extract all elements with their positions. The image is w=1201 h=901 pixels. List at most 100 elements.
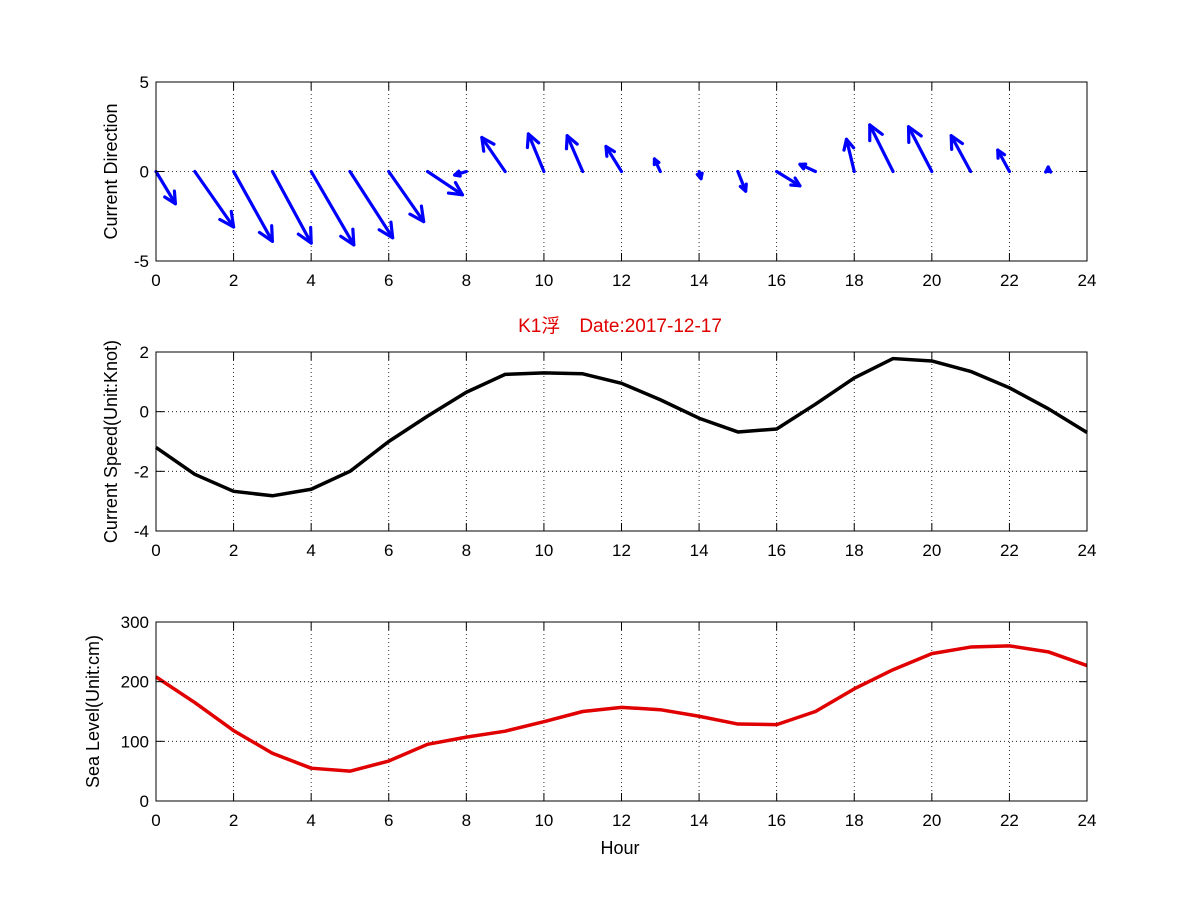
quiver-arrow [564,134,585,174]
x-tick-label: 16 [767,811,786,830]
x-tick-label: 2 [229,271,238,290]
arrow-shaft [387,169,426,224]
quiver-arrow [906,125,934,174]
x-axis-label: Hour [600,838,639,858]
quiver-arrow [604,144,624,174]
x-tick-label: 14 [690,811,709,830]
arrow-shaft [996,148,1012,174]
arrow-head [738,182,748,193]
arrow-shaft [844,137,856,174]
quiver-arrow [996,148,1012,174]
arrow-head [842,137,856,152]
x-tick-label: 20 [922,541,941,560]
x-tick-label: 0 [151,811,160,830]
quiver-arrow [652,157,662,174]
x-tick-label: 10 [534,541,553,560]
arrow-shaft [526,132,546,174]
arrow-shaft [309,169,356,247]
x-tick-label: 4 [306,271,315,290]
arrow-head [446,180,465,197]
arrow-head [408,204,426,224]
x-tick-label: 4 [306,541,315,560]
x-tick-label: 12 [612,271,631,290]
arrow-head [652,157,661,167]
arrow-head [480,135,496,153]
quiver-arrow [387,169,426,224]
y-tick-label: 100 [121,732,149,751]
x-tick-label: 0 [151,271,160,290]
arrow-shaft [348,169,395,240]
quiver-arrow [231,169,274,243]
x-tick-label: 14 [690,541,709,560]
y-tick-label: 0 [140,792,149,811]
x-tick-label: 2 [229,811,238,830]
quiver-arrow [525,132,546,174]
x-tick-label: 22 [1000,811,1019,830]
y-tick-label: 200 [121,673,149,692]
arrow-head [949,134,965,151]
x-tick-label: 6 [384,541,393,560]
y-tick-label: -4 [134,522,149,541]
quiver-arrow [695,169,704,181]
arrow-shaft [480,135,507,174]
y-tick-label: -2 [134,462,149,481]
arrow-head [377,220,395,240]
x-tick-label: 8 [462,541,471,560]
quiver-arrow [154,169,177,206]
x-tick-label: 20 [922,271,941,290]
y-tick-label: 5 [140,73,149,92]
x-tick-label: 10 [534,271,553,290]
x-tick-label: 24 [1078,541,1097,560]
x-tick-label: 8 [462,811,471,830]
arrow-head [1044,165,1053,174]
quiver-arrow [949,134,973,174]
x-tick-label: 16 [767,541,786,560]
quiver-arrow [480,135,507,174]
y-tick-label: 0 [140,163,149,182]
x-tick-label: 16 [767,271,786,290]
arrow-head [906,125,923,145]
arrow-head [163,189,177,206]
arrow-shaft [425,169,465,197]
arrow-shaft [775,169,802,188]
arrow-shaft [949,134,973,174]
chart-title: K1浮 Date:2017-12-17 [518,315,722,337]
quiver-arrow [775,169,802,188]
arrow-head [296,225,313,245]
y-tick-label: -5 [134,252,149,271]
x-tick-label: 10 [534,811,553,830]
arrow-head [789,176,802,188]
y-tick-label: 2 [140,343,149,362]
y-axis-label: Current Speed(Unit:Knot) [101,340,121,543]
arrow-head [218,209,236,229]
x-tick-label: 4 [306,811,315,830]
y-tick-label: 300 [121,613,149,632]
arrow-head [868,123,884,143]
x-tick-label: 0 [151,541,160,560]
arrow-head [453,169,462,178]
arrow-shaft [604,144,624,174]
quiver-arrow [425,169,465,197]
quiver-arrow [798,162,818,174]
arrow-head [604,144,616,158]
arrow-head [339,227,356,247]
quiver-arrow [309,169,356,247]
x-tick-label: 18 [845,271,864,290]
arrow-shaft [154,169,177,206]
y-tick-label: 0 [140,403,149,422]
quiver-arrow [842,137,856,174]
arrow-head [996,148,1007,160]
arrow-shaft [193,169,236,229]
x-tick-label: 22 [1000,271,1019,290]
quiver-arrow [1044,165,1053,174]
arrow-shaft [868,123,895,174]
arrow-shaft [906,125,934,174]
quiver-arrow [193,169,236,229]
arrow-shaft [565,134,585,174]
x-tick-label: 8 [462,271,471,290]
arrow-head [564,134,579,151]
quiver-arrow [868,123,895,174]
